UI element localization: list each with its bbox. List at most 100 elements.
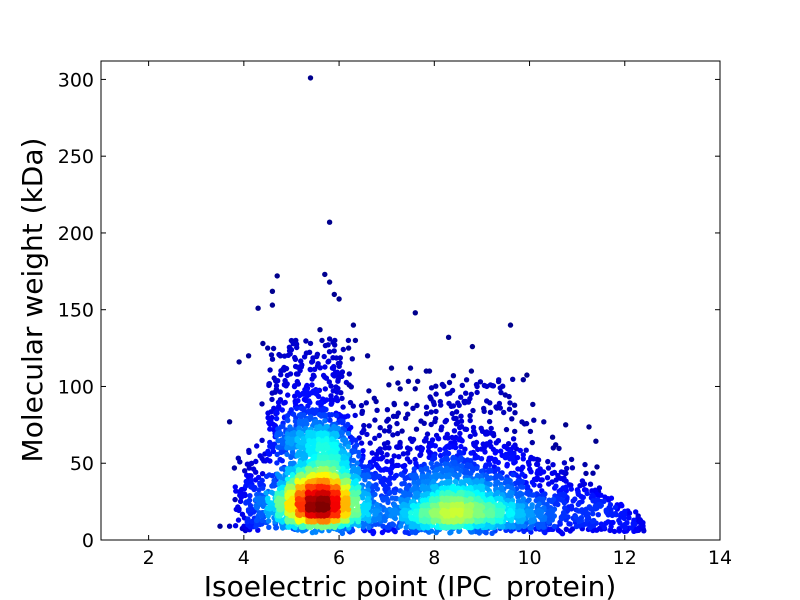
data-point [518,466,524,473]
data-point [290,411,297,417]
data-point [507,524,513,530]
data-point [534,461,541,468]
data-point [298,518,305,524]
data-point [269,483,275,489]
data-point [269,356,276,362]
data-point [345,345,352,351]
data-point [267,426,273,432]
data-point [455,400,461,406]
data-point [433,383,439,389]
data-point [278,372,284,378]
data-point [403,497,409,503]
data-point [414,402,420,409]
data-point [506,393,512,400]
data-point [527,428,534,435]
data-point [402,462,408,469]
data-point [350,467,356,473]
data-point [584,517,590,523]
data-point [376,432,382,439]
data-point [254,443,260,449]
data-point [414,490,421,496]
data-point [521,421,528,427]
data-point [326,349,333,355]
data-point [407,365,414,371]
data-point [423,509,429,515]
data-point [379,478,386,484]
data-point [558,529,564,535]
data-point [479,478,485,484]
data-point [428,385,435,391]
data-point [275,378,281,384]
data-point [236,506,242,512]
data-point [586,424,592,430]
data-point [595,512,601,518]
data-point [298,364,304,370]
data-point [463,467,469,474]
data-point [448,529,454,535]
data-point [293,341,300,347]
data-point [389,521,395,527]
data-point [329,400,335,406]
data-point [337,418,344,424]
data-point [255,474,262,481]
data-point [496,400,503,407]
data-point [309,376,315,382]
data-point [337,355,343,361]
data-point [451,472,457,478]
data-point [550,462,556,468]
data-point [467,502,474,508]
data-point [528,469,534,475]
data-point [422,497,428,503]
data-point [498,486,505,492]
data-point [442,468,448,474]
data-point [575,491,582,497]
data-point [287,371,294,377]
data-point [279,484,286,490]
data-point [305,443,311,449]
data-point [469,343,476,350]
data-point [439,424,445,430]
data-point [311,410,318,417]
data-point [431,497,437,503]
data-point [372,417,378,423]
data-point [390,413,397,419]
data-point [486,517,492,523]
data-point [486,418,493,425]
data-point [318,407,324,413]
data-point [459,382,465,389]
data-point [396,454,402,460]
data-point [331,373,337,379]
data-point [423,411,430,417]
data-point [238,486,245,493]
data-point [279,449,286,455]
data-point [292,383,298,389]
data-point [558,516,565,522]
data-point [506,492,512,498]
data-point [273,415,280,422]
data-point [553,483,559,489]
data-point [366,463,372,469]
data-point [256,510,262,516]
data-point [381,428,388,434]
data-point [331,363,337,370]
data-point [520,484,526,490]
data-point [563,478,569,484]
data-point [383,495,390,501]
data-point [307,75,314,81]
data-point [392,528,398,535]
data-point [524,372,530,378]
data-point [589,518,596,524]
data-point [452,478,459,485]
data-point [266,381,273,387]
data-point [619,503,625,509]
data-point [598,521,604,527]
data-point [328,455,335,461]
data-point [326,279,333,285]
data-point [326,336,333,342]
data-point [332,342,338,348]
data-point [265,345,271,351]
data-point [340,460,347,466]
data-point [529,504,535,510]
data-point [587,481,594,487]
data-point [487,439,493,445]
